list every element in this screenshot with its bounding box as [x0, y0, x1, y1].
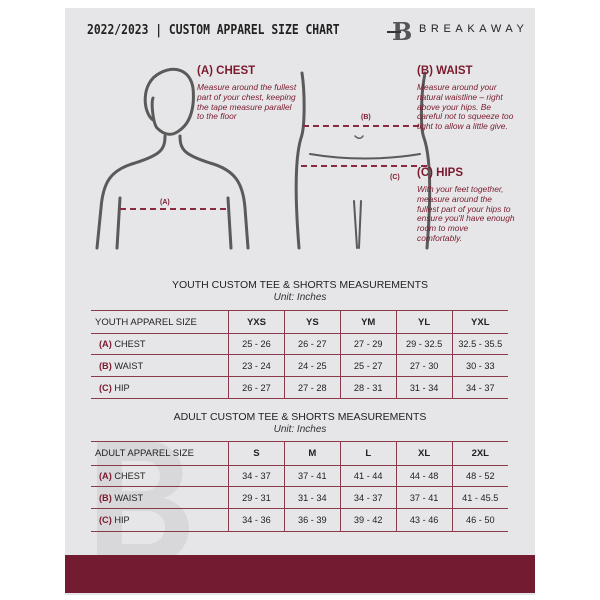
marker-b: (B)	[361, 114, 371, 121]
table-cell: 32.5 - 35.5	[451, 333, 508, 355]
table-row: (C) HIP 26 - 27 27 - 28 28 - 31 31 - 34 …	[91, 376, 508, 399]
adult-unit: Unit: Inches	[273, 424, 327, 435]
size-header: 2XL	[451, 441, 508, 466]
table-cell: 34 - 37	[451, 376, 508, 399]
page-title: 2022/2023 | CUSTOM APPAREL SIZE CHART	[87, 22, 340, 38]
marker-c: (C)	[390, 174, 400, 181]
table-cell: 37 - 41	[395, 486, 453, 509]
adult-size-table: ADULT APPAREL SIZE S M L XL 2XL (A) CHES…	[91, 441, 508, 532]
row-name: HIP	[114, 515, 130, 525]
size-header: L	[339, 441, 397, 466]
row-label: (A) CHEST	[91, 333, 229, 355]
size-header: M	[283, 441, 341, 466]
youth-unit: Unit: Inches	[273, 292, 327, 303]
table-cell: 29 - 31	[228, 486, 285, 509]
marker-a: (A)	[160, 199, 170, 206]
table-cell: 34 - 37	[339, 486, 397, 509]
table-cell: 27 - 29	[339, 333, 397, 355]
table-cell: 39 - 42	[339, 508, 397, 532]
row-letter: (C)	[99, 382, 112, 393]
waist-description: Measure around your natural waistline – …	[417, 82, 514, 132]
table-cell: 41 - 44	[339, 465, 397, 487]
brand-name: BREAKAWAY	[419, 23, 529, 35]
size-header: XL	[395, 441, 453, 466]
size-header: YXS	[228, 310, 285, 334]
header-label: ADULT APPAREL SIZE	[91, 441, 229, 466]
table-cell: 31 - 34	[395, 376, 453, 399]
header-label: YOUTH APPAREL SIZE	[91, 310, 229, 334]
hips-description: With your feet together, measure around …	[417, 184, 515, 243]
youth-size-table: YOUTH APPAREL SIZE YXS YS YM YL YXL (A) …	[91, 310, 508, 399]
row-name: WAIST	[114, 360, 144, 371]
body-illustrations: (A) (B) (C)	[95, 67, 432, 250]
row-label: (C) HIP	[91, 508, 229, 532]
chest-description: Measure around the fullest part of your …	[197, 82, 297, 122]
table-cell: 34 - 36	[228, 508, 285, 532]
table-row: (C) HIP 34 - 36 36 - 39 39 - 42 43 - 46 …	[91, 508, 508, 532]
row-label: (B) WAIST	[91, 354, 229, 377]
table-cell: 44 - 48	[395, 465, 453, 487]
table-cell: 41 - 45.5	[451, 486, 508, 509]
breakaway-logo-icon: B	[387, 18, 412, 44]
row-name: HIP	[114, 382, 130, 393]
youth-section-title: YOUTH CUSTOM TEE & SHORTS MEASUREMENTS	[171, 279, 429, 291]
table-row: (A) CHEST 25 - 26 26 - 27 27 - 29 29 - 3…	[91, 333, 508, 355]
table-cell: 31 - 34	[283, 486, 341, 509]
table-header-row: ADULT APPAREL SIZE S M L XL 2XL	[91, 441, 508, 466]
footer-bar	[65, 555, 535, 593]
table-cell: 28 - 31	[339, 376, 397, 399]
row-letter: (A)	[99, 339, 112, 349]
table-cell: 27 - 28	[283, 376, 341, 399]
row-letter: (B)	[99, 360, 112, 371]
table-cell: 26 - 27	[228, 376, 285, 399]
table-cell: 30 - 33	[451, 354, 508, 377]
row-letter: (A)	[99, 471, 112, 481]
row-letter: (B)	[99, 492, 112, 503]
row-label: (B) WAIST	[91, 486, 229, 509]
table-cell: 46 - 50	[451, 508, 508, 532]
row-name: WAIST	[114, 492, 144, 503]
table-cell: 36 - 39	[283, 508, 341, 532]
waist-heading: (B) WAIST	[417, 65, 473, 77]
table-cell: 29 - 32.5	[395, 333, 453, 355]
table-cell: 34 - 37	[228, 465, 285, 487]
table-cell: 24 - 25	[283, 354, 341, 377]
table-cell: 43 - 46	[395, 508, 453, 532]
row-label: (A) CHEST	[91, 465, 229, 487]
size-header: YM	[339, 310, 397, 334]
table-cell: 26 - 27	[283, 333, 341, 355]
hips-heading: (C) HIPS	[417, 167, 463, 179]
table-row: (B) WAIST 23 - 24 24 - 25 25 - 27 27 - 3…	[91, 354, 508, 377]
table-cell: 37 - 41	[283, 465, 341, 487]
size-header: YXL	[451, 310, 508, 334]
size-chart-page: 2022/2023 | CUSTOM APPAREL SIZE CHART B …	[65, 8, 535, 595]
size-header: S	[228, 441, 285, 466]
table-cell: 48 - 52	[451, 465, 508, 487]
table-cell: 25 - 27	[339, 354, 397, 377]
logo-letter: B	[392, 18, 412, 44]
adult-section-title: ADULT CUSTOM TEE & SHORTS MEASUREMENTS	[173, 411, 427, 423]
table-header-row: YOUTH APPAREL SIZE YXS YS YM YL YXL	[91, 310, 508, 334]
size-header: YS	[283, 310, 341, 334]
row-name: CHEST	[114, 471, 146, 481]
table-cell: 23 - 24	[228, 354, 285, 377]
table-cell: 25 - 26	[228, 333, 285, 355]
table-row: (A) CHEST 34 - 37 37 - 41 41 - 44 44 - 4…	[91, 465, 508, 487]
row-letter: (C)	[99, 515, 112, 525]
size-header: YL	[395, 310, 453, 334]
chest-heading: (A) CHEST	[197, 65, 256, 77]
table-cell: 27 - 30	[395, 354, 453, 377]
table-row: (B) WAIST 29 - 31 31 - 34 34 - 37 37 - 4…	[91, 486, 508, 509]
row-label: (C) HIP	[91, 376, 229, 399]
row-name: CHEST	[114, 339, 146, 349]
